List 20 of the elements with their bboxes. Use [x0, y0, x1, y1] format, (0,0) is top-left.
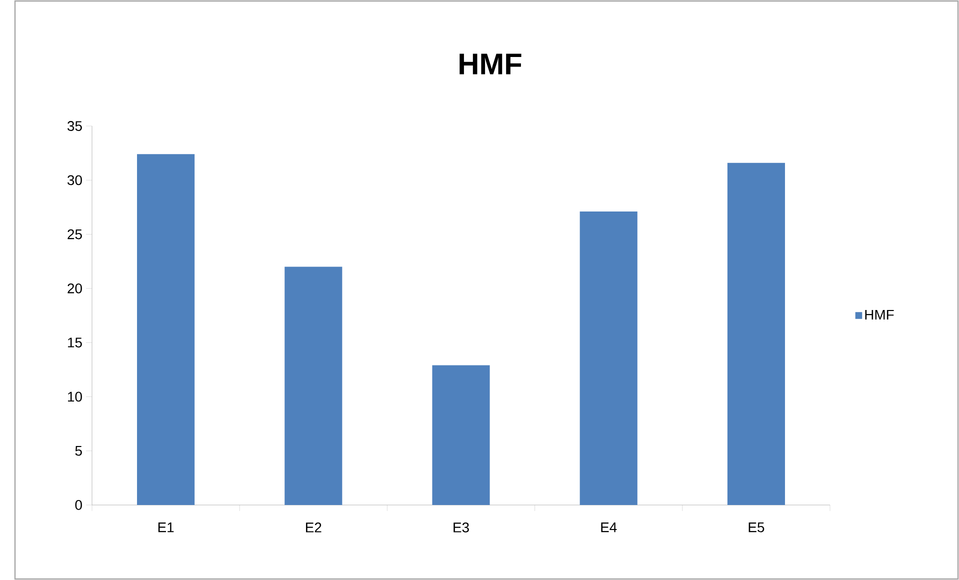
x-tick-label: E1 [158, 522, 174, 532]
y-tick-label: 30 [67, 175, 82, 186]
y-tick-label: 5 [75, 446, 82, 456]
x-tick-label: E5 [748, 522, 764, 532]
bar [284, 266, 342, 505]
bar [727, 162, 785, 505]
legend-label: HMF [865, 310, 894, 320]
x-tick-label: E2 [306, 522, 322, 532]
y-tick-label: 20 [68, 283, 82, 294]
y-tick-label: 15 [68, 338, 82, 348]
chart-title: HMF [460, 54, 522, 74]
y-tick-label: 35 [67, 121, 82, 131]
y-tick-label: 25 [68, 229, 82, 240]
bar [432, 365, 490, 505]
y-tick-label: 0 [75, 500, 82, 510]
bar [580, 212, 638, 505]
x-tick-label: E4 [601, 522, 617, 532]
x-tick-label: E3 [454, 522, 469, 532]
bar [137, 154, 195, 505]
y-tick-label: 10 [68, 392, 82, 402]
